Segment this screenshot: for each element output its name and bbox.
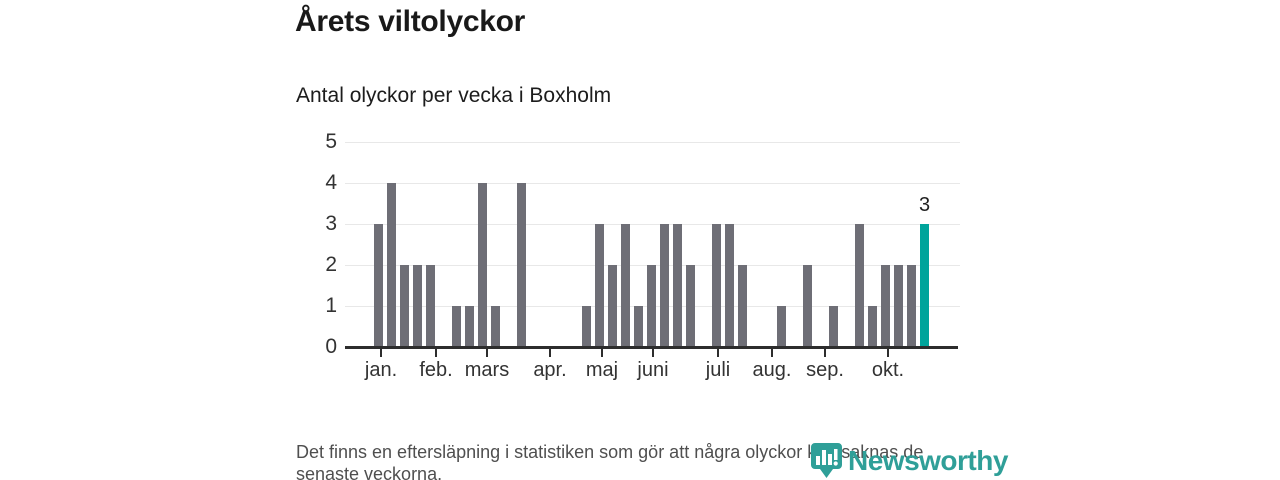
x-tick-feb bbox=[435, 349, 437, 357]
bar-week-34 bbox=[803, 265, 812, 347]
y-tick-label-2: 2 bbox=[325, 253, 337, 276]
x-tick-maj bbox=[601, 349, 603, 357]
y-tick-label-3: 3 bbox=[325, 212, 337, 235]
bar-week-4 bbox=[413, 265, 422, 347]
bar-week-40 bbox=[881, 265, 890, 347]
bar-week-29 bbox=[738, 265, 747, 347]
newsworthy-logo: Newsworthy bbox=[810, 442, 1008, 479]
bar-week-42 bbox=[907, 265, 916, 347]
page-title: Årets viltolyckor bbox=[295, 5, 525, 38]
x-tick-label-juli: juli bbox=[705, 359, 731, 381]
y-tick-label-0: 0 bbox=[325, 335, 337, 358]
bar-week-18 bbox=[595, 224, 604, 347]
x-tick-okt bbox=[887, 349, 889, 357]
bar-week-12 bbox=[517, 183, 526, 347]
bar-week-19 bbox=[608, 265, 617, 347]
current-week-value-label: 3 bbox=[918, 194, 931, 216]
x-tick-juni bbox=[652, 349, 654, 357]
x-tick-label-mars: mars bbox=[464, 359, 510, 381]
x-tick-label-feb: feb. bbox=[419, 359, 453, 381]
bar-week-8 bbox=[465, 306, 474, 347]
x-tick-mars bbox=[486, 349, 488, 357]
footnote: Det finns en eftersläpning i statistiken… bbox=[296, 441, 996, 480]
y-tick-label-5: 5 bbox=[325, 130, 337, 153]
bar-week-24 bbox=[673, 224, 682, 347]
plot-area: jan. feb. mars apr. maj juni juli aug. sep. okt. 3 bbox=[345, 142, 960, 381]
footnote-line-2: senaste veckorna. bbox=[296, 464, 443, 480]
bar-week-32 bbox=[777, 306, 786, 347]
x-tick-sep bbox=[824, 349, 826, 357]
bar-week-3 bbox=[400, 265, 409, 347]
bar-week-27 bbox=[712, 224, 721, 347]
y-tick-label-1: 1 bbox=[325, 294, 337, 317]
bar-week-36 bbox=[829, 306, 838, 347]
bar-week-21 bbox=[634, 306, 643, 347]
bar-week-38 bbox=[855, 224, 864, 347]
bar-week-1 bbox=[374, 224, 383, 347]
x-tick-label-apr: apr. bbox=[533, 359, 567, 381]
footnote-line-1: Det finns en eftersläpning i statistiken… bbox=[296, 442, 924, 462]
bar-week-9 bbox=[478, 183, 487, 347]
x-tick-aug bbox=[771, 349, 773, 357]
bar-week-28 bbox=[725, 224, 734, 347]
y-tick-label-4: 4 bbox=[325, 171, 337, 194]
bar-week-5 bbox=[426, 265, 435, 347]
x-tick-label-maj: maj bbox=[585, 359, 619, 381]
newsworthy-logo-text: Newsworthy bbox=[848, 445, 1008, 476]
bar-week-17 bbox=[582, 306, 591, 347]
bar-week-10 bbox=[491, 306, 500, 347]
x-tick-label-sep: sep. bbox=[806, 359, 844, 381]
x-tick-label-okt: okt. bbox=[871, 359, 905, 381]
gridline-3 bbox=[345, 224, 960, 225]
x-tick-label-jan: jan. bbox=[364, 359, 398, 381]
x-tick-jan bbox=[380, 349, 382, 357]
x-tick-apr bbox=[549, 349, 551, 357]
bar-week-2 bbox=[387, 183, 396, 347]
bar-week-7 bbox=[452, 306, 461, 347]
bar-week-41 bbox=[894, 265, 903, 347]
gridline-5 bbox=[345, 142, 960, 143]
x-axis-line bbox=[345, 346, 958, 349]
bar-week-20 bbox=[621, 224, 630, 347]
x-tick-label-juni: juni bbox=[637, 359, 669, 381]
bar-week-25 bbox=[686, 265, 695, 347]
x-tick-label-aug: aug. bbox=[752, 359, 792, 381]
x-tick-juli bbox=[717, 349, 719, 357]
gridline-4 bbox=[345, 183, 960, 184]
chart-subtitle: Antal olyckor per vecka i Boxholm bbox=[296, 84, 612, 107]
newsworthy-pin-icon bbox=[811, 443, 842, 478]
bar-week-current-43 bbox=[920, 224, 929, 347]
bar-week-23 bbox=[660, 224, 669, 347]
bar-week-39 bbox=[868, 306, 877, 347]
bar-week-22 bbox=[647, 265, 656, 347]
